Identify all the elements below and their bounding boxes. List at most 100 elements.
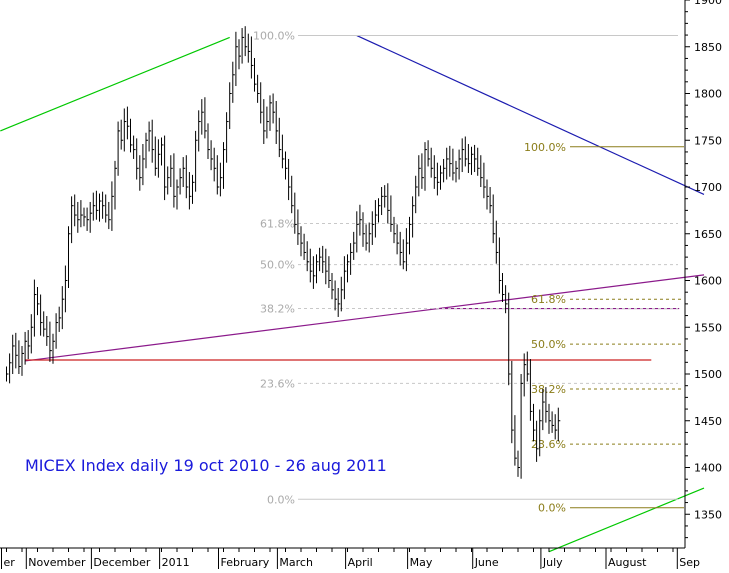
- price-bar: [405, 228, 409, 272]
- price-bar: [269, 95, 272, 131]
- price-bar: [415, 175, 418, 214]
- price-bar: [198, 110, 201, 152]
- price-bar: [92, 192, 96, 221]
- price-bar: [257, 74, 260, 103]
- price-bar: [387, 183, 390, 224]
- price-bar: [64, 265, 68, 313]
- price-bar: [433, 155, 437, 189]
- price-bar: [557, 407, 561, 442]
- price-bar: [58, 306, 62, 332]
- price-bar: [201, 99, 204, 135]
- y-tick-label: 1700: [694, 181, 722, 194]
- y-tick-label: 1600: [694, 275, 722, 288]
- price-bar: [378, 198, 381, 223]
- price-bar: [362, 212, 365, 247]
- y-tick-label: 1400: [694, 462, 722, 475]
- price-bar: [291, 175, 294, 214]
- price-bar: [381, 187, 384, 216]
- price-bar: [173, 153, 176, 208]
- price-bar: [235, 31, 238, 87]
- fib-left-label: 0.0%: [267, 493, 295, 506]
- price-bar: [33, 279, 37, 337]
- price-bar: [467, 143, 471, 173]
- price-bar: [412, 196, 415, 238]
- fib-right-label: 61.8%: [531, 293, 566, 306]
- price-bar: [529, 359, 533, 421]
- price-bar: [80, 200, 83, 228]
- price-bar: [421, 153, 424, 189]
- price-bar: [123, 108, 127, 152]
- x-tick-label: November: [28, 556, 86, 569]
- price-bar: [508, 292, 511, 386]
- price-bar: [12, 334, 15, 374]
- price-bar: [213, 147, 217, 182]
- trend-line: [0, 36, 230, 132]
- price-bar: [498, 237, 502, 294]
- trend-line: [548, 487, 705, 553]
- y-axis: 1350 1400 1450 1500 1550 1600 1650 1700 1750 1800…: [684, 0, 722, 548]
- price-bar: [37, 287, 40, 316]
- price-bar: [223, 142, 226, 189]
- x-tick-label: July: [542, 556, 563, 569]
- price-bar: [523, 353, 527, 397]
- price-bar: [266, 106, 269, 139]
- x-tick-label: February: [221, 556, 270, 569]
- price-bar: [52, 333, 55, 364]
- price-bar: [359, 204, 362, 236]
- price-bar: [461, 138, 465, 173]
- fib-left-label: 23.6%: [260, 377, 295, 390]
- price-bar: [477, 147, 480, 176]
- price-bar: [492, 194, 496, 244]
- price-bar: [374, 200, 378, 238]
- price-bar: [458, 149, 462, 180]
- price-bar: [303, 233, 307, 260]
- fib-right-label: 0.0%: [538, 502, 566, 515]
- price-bar: [139, 155, 142, 191]
- price-bar: [285, 151, 288, 180]
- price-bar: [393, 216, 396, 244]
- price-bar: [446, 147, 449, 180]
- price-bar: [464, 136, 468, 167]
- price-bar: [229, 82, 232, 130]
- price-bar: [86, 207, 90, 231]
- price-bar: [424, 142, 427, 191]
- y-tick-label: 1500: [694, 368, 722, 381]
- price-bar: [6, 366, 9, 382]
- price-bar: [247, 33, 251, 63]
- trend-line: [356, 34, 705, 196]
- price-bar: [157, 139, 161, 178]
- price-bar: [108, 201, 111, 230]
- price-bar: [483, 162, 486, 199]
- fib-left-label: 61.8%: [260, 217, 295, 230]
- price-bar: [436, 162, 440, 196]
- price-bar: [368, 222, 372, 253]
- price-bar: [151, 119, 155, 163]
- price-bar: [55, 313, 59, 349]
- price-bar: [511, 360, 514, 444]
- x-tick-label: 2011: [162, 556, 190, 569]
- price-bar: [170, 155, 173, 187]
- price-bar: [545, 387, 548, 423]
- price-bar: [328, 256, 331, 288]
- price-bar: [188, 172, 192, 210]
- price-bar: [145, 132, 148, 169]
- price-bar: [278, 117, 282, 158]
- price-bar: [126, 106, 130, 140]
- y-tick-label: 1350: [694, 508, 722, 521]
- price-bar: [402, 239, 406, 270]
- price-bar: [340, 276, 344, 312]
- price-bar: [505, 285, 508, 314]
- price-bar: [102, 191, 105, 219]
- price-bar: [195, 130, 198, 192]
- price-bar: [343, 256, 347, 300]
- y-tick-label: 1450: [694, 415, 722, 428]
- price-bar: [353, 231, 356, 260]
- price-bar: [9, 353, 12, 384]
- price-bar: [455, 160, 458, 183]
- price-bar: [495, 220, 499, 264]
- price-bar: [120, 119, 124, 150]
- x-tick-label: Sep: [679, 556, 700, 569]
- y-tick-label: 1900: [694, 0, 722, 7]
- fib-left-label: 100.0%: [253, 30, 295, 43]
- price-bar: [216, 155, 220, 195]
